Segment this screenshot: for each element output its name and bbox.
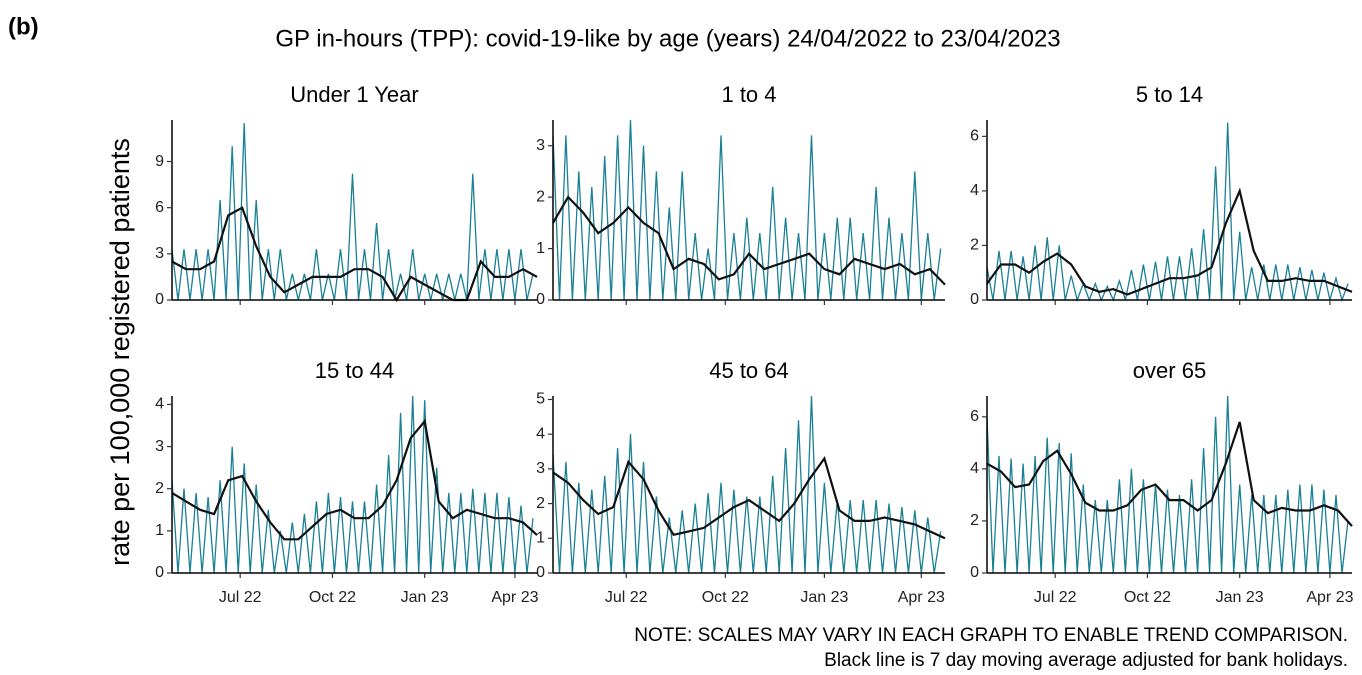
raw-series [171, 395, 534, 574]
y-tick-label: 4 [155, 396, 164, 413]
x-tick-label: Jan 23 [800, 589, 848, 606]
y-tick-label: 0 [970, 564, 979, 581]
moving-average [986, 187, 1353, 296]
panel-title: 15 to 44 [315, 358, 395, 383]
raw-series [986, 395, 1349, 574]
y-tick-label: 6 [970, 408, 979, 425]
panel-title: 5 to 14 [1136, 82, 1203, 107]
y-tick-label: 1 [536, 240, 545, 257]
chart-title: GP in-hours (TPP): covid-19-like by age … [275, 25, 1060, 52]
panel-title: Under 1 Year [290, 82, 418, 107]
y-tick-label: 6 [155, 199, 164, 216]
y-tick-label: 3 [536, 137, 545, 154]
y-tick-label: 3 [155, 245, 164, 262]
y-tick-label: 1 [536, 530, 545, 547]
x-tick-label: Apr 23 [491, 589, 538, 606]
moving-average [552, 195, 946, 286]
raw-series [986, 122, 1349, 303]
x-tick-label: Apr 23 [898, 589, 945, 606]
y-tick-label: 2 [536, 495, 545, 512]
moving-average [552, 456, 946, 540]
y-tick-label: 4 [970, 182, 979, 199]
note: Black line is 7 day moving average adjus… [824, 650, 1348, 671]
raw-series [171, 123, 534, 301]
x-tick-label: Jul 22 [219, 589, 262, 606]
y-tick-label: 0 [536, 291, 545, 308]
note: NOTE: SCALES MAY VARY IN EACH GRAPH TO E… [634, 625, 1348, 646]
raw-series [552, 119, 942, 301]
y-tick-label: 0 [536, 564, 545, 581]
x-tick-label: Jan 23 [401, 589, 449, 606]
y-tick-label: 4 [536, 425, 545, 442]
x-tick-label: Jan 23 [1216, 589, 1264, 606]
y-tick-label: 5 [536, 391, 545, 408]
moving-average [171, 206, 538, 303]
x-tick-label: Apr 23 [1306, 589, 1353, 606]
panel-title: 45 to 64 [709, 358, 789, 383]
y-tick-label: 0 [155, 291, 164, 308]
panel-title: over 65 [1133, 358, 1206, 383]
x-tick-label: Jul 22 [1034, 589, 1077, 606]
x-tick-label: Oct 22 [1124, 589, 1171, 606]
raw-series [552, 395, 942, 574]
x-tick-label: Jul 22 [605, 589, 648, 606]
moving-average [171, 418, 538, 541]
y-tick-label: 3 [155, 438, 164, 455]
x-tick-label: Oct 22 [309, 589, 356, 606]
y-tick-label: 2 [536, 188, 545, 205]
y-tick-label: 2 [155, 480, 164, 497]
x-tick-label: Oct 22 [702, 589, 749, 606]
y-axis-label: rate per 100,000 registered patients [105, 138, 135, 566]
y-tick-label: 6 [970, 128, 979, 145]
y-tick-label: 4 [970, 460, 979, 477]
y-tick-label: 1 [155, 522, 164, 539]
y-tick-label: 3 [536, 460, 545, 477]
y-tick-label: 2 [970, 237, 979, 254]
y-tick-label: 0 [970, 291, 979, 308]
y-tick-label: 9 [155, 153, 164, 170]
y-tick-label: 2 [970, 512, 979, 529]
panel-label: (b) [8, 13, 39, 40]
moving-average [986, 421, 1353, 527]
panel-title: 1 to 4 [721, 82, 776, 107]
y-tick-label: 0 [155, 564, 164, 581]
